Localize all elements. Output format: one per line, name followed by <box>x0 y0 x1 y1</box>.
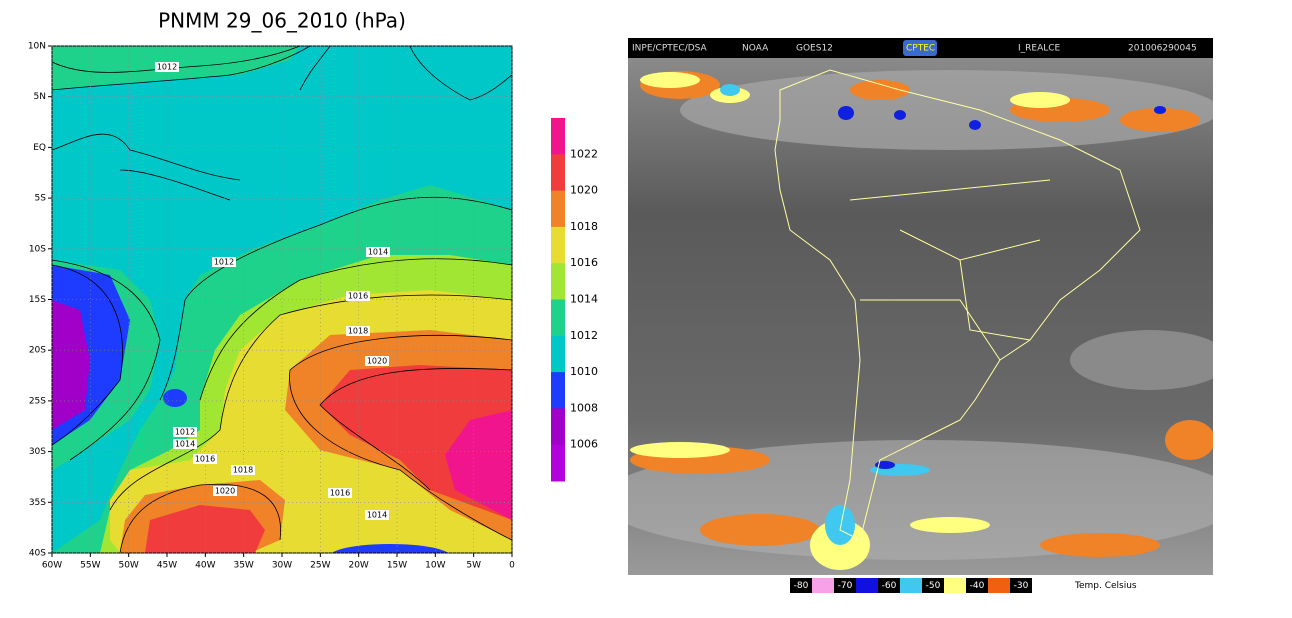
satellite-image <box>628 58 1213 575</box>
lat-label: EQ <box>33 143 46 153</box>
contour-label: 1014 <box>368 248 388 257</box>
lat-label: 10S <box>29 244 46 254</box>
legend-box <box>790 578 812 593</box>
lon-label: 40W <box>195 561 215 571</box>
colorbar-swatch <box>551 263 565 300</box>
colorbar-swatch <box>551 335 565 373</box>
colorbar-swatch <box>551 408 565 446</box>
header-text: INPE/CPTEC/DSA <box>632 44 708 54</box>
legend-label: -50 <box>926 581 941 591</box>
contour-label-bg <box>193 454 217 464</box>
legend-box <box>922 578 944 593</box>
contour-label-bg <box>366 247 390 257</box>
colorbar-label: 1008 <box>570 401 598 414</box>
legend-swatch <box>900 578 922 593</box>
colorbar-swatch <box>551 372 565 409</box>
lat-label: 35S <box>29 498 46 508</box>
lon-label: 10W <box>425 561 445 571</box>
colorbar-label: 1022 <box>570 147 598 160</box>
lon-label: 55W <box>80 561 100 571</box>
contour-label: 1018 <box>233 466 253 475</box>
header-text: 201006290045 <box>1128 44 1197 54</box>
lat-label: 25S <box>29 396 46 406</box>
contour-label: 1012 <box>214 258 234 267</box>
legend-box <box>834 578 856 593</box>
contour-label-bg <box>155 62 179 72</box>
lon-label: 25W <box>310 561 330 571</box>
colorbar-swatch <box>551 154 565 192</box>
colorbar-swatch <box>551 118 565 155</box>
contour-label-bg <box>346 326 370 336</box>
lat-label: 5N <box>34 92 46 102</box>
lon-label: 45W <box>157 561 177 571</box>
legend-label: -30 <box>1014 581 1029 591</box>
lon-label: 15W <box>387 561 407 571</box>
lat-label: 20S <box>29 346 46 356</box>
legend-title: Temp. Celsius <box>1074 581 1137 591</box>
colorbar-swatch <box>551 190 565 228</box>
contour-label: 1014 <box>367 511 387 520</box>
lon-label: 0 <box>509 561 515 571</box>
contour-label-bg <box>213 486 237 496</box>
legend-swatch <box>812 578 834 593</box>
contour-label-bg <box>365 356 389 366</box>
lon-label: 20W <box>348 561 368 571</box>
contour-label-bg <box>173 427 197 437</box>
contour-label: 1020 <box>215 487 235 496</box>
colorbar-label: 1006 <box>570 438 598 451</box>
contour-label-bg <box>346 291 370 301</box>
lon-label: 60W <box>42 561 62 571</box>
contour-label: 1018 <box>348 327 368 336</box>
legend-swatch <box>944 578 966 593</box>
header-text: I_REALCE <box>1018 44 1061 54</box>
legend-box <box>1010 578 1032 593</box>
lon-label: 30W <box>272 561 292 571</box>
contour-label-bg <box>173 439 197 449</box>
legend-label: -60 <box>882 581 897 591</box>
colorbar-label: 1010 <box>570 365 598 378</box>
colorbar-label: 1016 <box>570 256 598 269</box>
contour-label: 1012 <box>175 428 195 437</box>
lat-label: 40S <box>29 549 46 559</box>
contour-label: 1014 <box>175 440 195 449</box>
colorbar-label: 1012 <box>570 329 598 342</box>
lat-label: 30S <box>29 447 46 457</box>
lat-label: 15S <box>29 295 46 305</box>
colorbar-label: 1014 <box>570 293 598 306</box>
lat-label: 5S <box>35 194 47 204</box>
lat-label: 10N <box>28 42 46 52</box>
legend-label: -40 <box>970 581 985 591</box>
header-text: NOAA <box>742 44 769 54</box>
map-title: PNMM 29_06_2010 (hPa) <box>158 9 406 33</box>
colorbar-label: 1020 <box>570 184 598 197</box>
logo-box <box>903 40 937 56</box>
contour-label: 1016 <box>348 292 368 301</box>
contour-label-bg <box>231 465 255 475</box>
colorbar-label: 1018 <box>570 220 598 233</box>
colorbar-swatch <box>551 226 565 264</box>
header-text: GOES12 <box>796 44 833 54</box>
legend-swatch <box>856 578 878 593</box>
header-text: CPTEC <box>906 44 935 54</box>
lon-label: 5W <box>466 561 481 571</box>
lon-label: 50W <box>118 561 138 571</box>
contour-label: 1012 <box>157 63 177 72</box>
lon-label: 35W <box>233 561 253 571</box>
contour-label: 1016 <box>195 455 215 464</box>
legend-swatch <box>988 578 1010 593</box>
contour-label-bg <box>328 488 352 498</box>
contour-label: 1020 <box>367 357 387 366</box>
contour-label-bg <box>212 257 236 267</box>
colorbar-swatch <box>551 444 565 482</box>
contour-label: 1016 <box>330 489 350 498</box>
legend-box <box>966 578 988 593</box>
contour-label-bg <box>365 510 389 520</box>
legend-label: -70 <box>838 581 853 591</box>
colorbar-swatch <box>551 299 565 337</box>
colorbar: 1022 1020 1018 1016 1014 1012 1010 1008 1006 <box>551 118 598 482</box>
legend-box <box>878 578 900 593</box>
legend-label: -80 <box>794 581 809 591</box>
